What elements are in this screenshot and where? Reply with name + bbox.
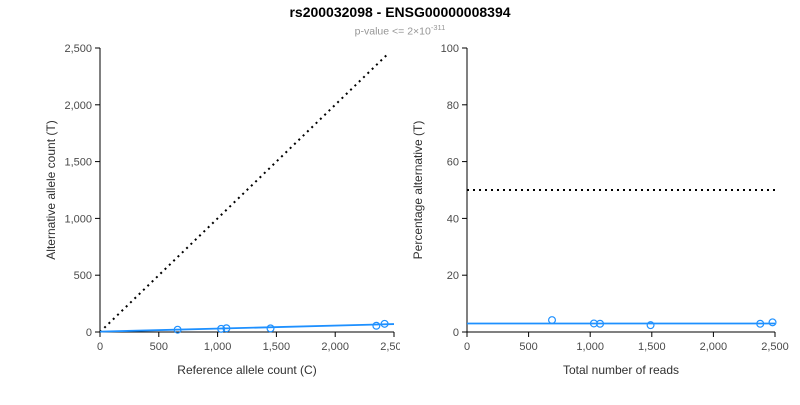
x-tick-label: 1,500 [263,341,291,353]
y-tick-label: 60 [447,157,459,169]
plot-title: rs200032098 - ENSG00000008394 [289,4,511,20]
y-axis-label: Percentage alternative (T) [411,121,425,260]
data-point [596,319,605,328]
data-point [589,319,598,328]
x-axis-label: Total number of reads [563,363,679,377]
data-point [646,321,655,330]
subtitle-text: p-value <= 2×10 [354,25,431,38]
chart-canvas-0: 0 500 1,000 1,500 2,000 2,500 0 500 1,000 1,500 2,… [44,43,408,377]
data-point [548,316,557,325]
plot-subtitle: p-value <= 2×10-311 [0,21,800,39]
x-tick-label: 1,000 [204,341,232,353]
x-tick-label: 0 [464,341,470,353]
data-point [217,324,226,333]
y-tick-label: 500 [74,270,92,282]
y-tick-label: 2,500 [64,43,92,55]
y-axis-label: Alternative allele count (T) [44,120,58,259]
data-point [173,325,182,334]
data-point [372,321,381,330]
chart-canvas-1: 0 500 1,000 1,500 2,000 2,500 0 20 40 60 80 100 Tota… [411,43,789,377]
y-tick-label: 20 [447,270,459,282]
y-tick-label: 2,000 [64,100,92,112]
data-point [768,318,777,327]
charts-row: 0 500 1,000 1,500 2,000 2,500 0 500 1,000 1,500 2,… [0,42,800,400]
y-tick-label: 80 [447,100,459,112]
plot-header: rs200032098 - ENSG00000008394 p-value <=… [0,0,800,42]
reference-line [99,52,389,333]
x-tick-label: 500 [150,341,168,353]
data-point [380,319,389,328]
x-tick-label: 500 [519,341,537,353]
y-tick-label: 40 [447,213,459,225]
y-tick-label: 1,500 [64,157,92,169]
scatter-percentage-alternative: 0 500 1,000 1,500 2,000 2,500 0 20 40 60 80 100 Tota… [400,42,800,400]
x-tick-label: 2,000 [321,341,349,353]
y-tick-label: 0 [453,327,459,339]
fit-line [99,323,395,333]
x-tick-label: 1,000 [576,341,604,353]
y-tick-label: 0 [86,327,92,339]
x-tick-label: 2,500 [380,341,400,353]
x-axis-label: Reference allele count (C) [177,363,316,377]
x-tick-label: 2,000 [700,341,728,353]
x-tick-label: 1,500 [638,341,666,353]
y-tick-label: 100 [441,43,459,55]
data-point [266,324,275,333]
data-point [756,319,765,328]
scatter-allele-counts: 0 500 1,000 1,500 2,000 2,500 0 500 1,000 1,500 2,… [0,42,408,400]
x-tick-label: 2,500 [761,341,789,353]
x-tick-label: 0 [97,341,103,353]
y-tick-label: 1,000 [64,213,92,225]
subtitle-exponent: -311 [430,23,446,32]
data-point [222,324,231,333]
